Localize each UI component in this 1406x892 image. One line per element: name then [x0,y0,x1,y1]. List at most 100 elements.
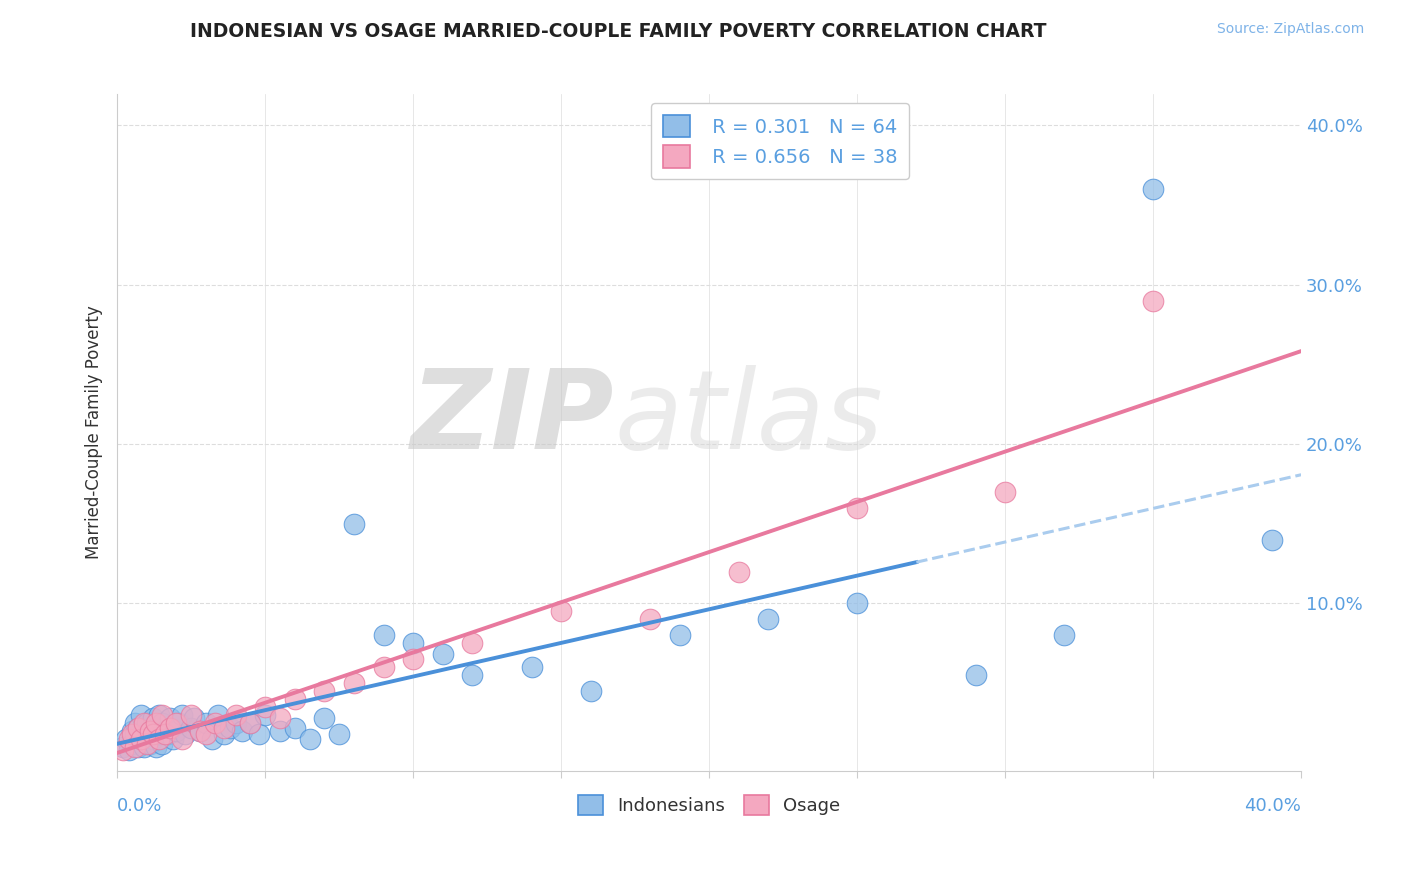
Point [145,715,167,730]
Point [225,707,247,722]
Point [124,727,146,741]
Point [239,715,262,730]
Point [172,707,194,722]
Point [156,727,179,741]
Point [132,739,155,754]
Point [461,668,484,682]
Point [756,612,779,626]
Point [139,723,162,738]
Point [1142,182,1164,196]
Point [124,715,146,730]
Point [124,739,146,754]
Point [195,727,218,741]
Point [142,711,165,725]
Point [145,721,167,735]
Point [174,727,197,741]
Point [169,715,191,730]
Point [1260,533,1282,547]
Text: 0.0%: 0.0% [117,797,163,815]
Point [965,668,987,682]
Point [1053,628,1076,642]
Point [373,660,395,674]
Point [139,737,162,751]
Point [550,604,572,618]
Point [159,721,181,735]
Point [127,721,149,735]
Point [343,516,366,531]
Point [269,711,291,725]
Point [129,731,152,746]
Point [183,711,205,725]
Point [846,500,869,515]
Point [212,721,235,735]
Point [148,727,170,741]
Point [180,721,202,735]
Point [112,739,135,754]
Point [150,715,173,730]
Point [343,676,366,690]
Point [150,737,173,751]
Point [142,727,165,741]
Point [115,731,138,746]
Point [239,715,262,730]
Point [254,700,277,714]
Point [314,684,336,698]
Point [148,707,170,722]
Point [579,684,602,698]
Point [159,711,181,725]
Text: atlas: atlas [614,365,883,472]
Y-axis label: Married-Couple Family Poverty: Married-Couple Family Poverty [86,305,103,559]
Point [204,715,226,730]
Point [121,737,143,751]
Point [298,731,321,746]
Point [402,636,425,650]
Point [112,743,135,757]
Point [132,715,155,730]
Point [207,707,229,722]
Point [373,628,395,642]
Point [139,723,162,738]
Point [129,707,152,722]
Point [180,707,202,722]
Point [165,715,187,730]
Point [129,731,152,746]
Point [145,739,167,754]
Point [127,721,149,735]
Point [188,723,211,738]
Point [520,660,543,674]
Point [172,731,194,746]
Point [121,723,143,738]
Point [254,707,277,722]
Point [231,723,253,738]
Legend: Indonesians, Osage: Indonesians, Osage [571,788,848,822]
Point [121,727,143,741]
Text: 40.0%: 40.0% [1244,797,1301,815]
Point [846,596,869,610]
Point [432,648,454,662]
Point [727,565,749,579]
Point [218,721,240,735]
Point [153,727,176,741]
Point [148,731,170,746]
Point [150,707,173,722]
Point [135,715,157,730]
Point [247,727,270,741]
Point [153,723,176,738]
Point [284,721,307,735]
Text: ZIP: ZIP [411,365,614,472]
Text: Source: ZipAtlas.com: Source: ZipAtlas.com [1216,22,1364,37]
Point [162,731,184,746]
Point [269,723,291,738]
Point [127,739,149,754]
Point [284,692,307,706]
Point [1142,293,1164,308]
Point [328,727,350,741]
Point [314,711,336,725]
Point [461,636,484,650]
Point [668,628,690,642]
Point [201,731,224,746]
Point [135,727,157,741]
Point [225,715,247,730]
Point [165,723,187,738]
Point [142,731,165,746]
